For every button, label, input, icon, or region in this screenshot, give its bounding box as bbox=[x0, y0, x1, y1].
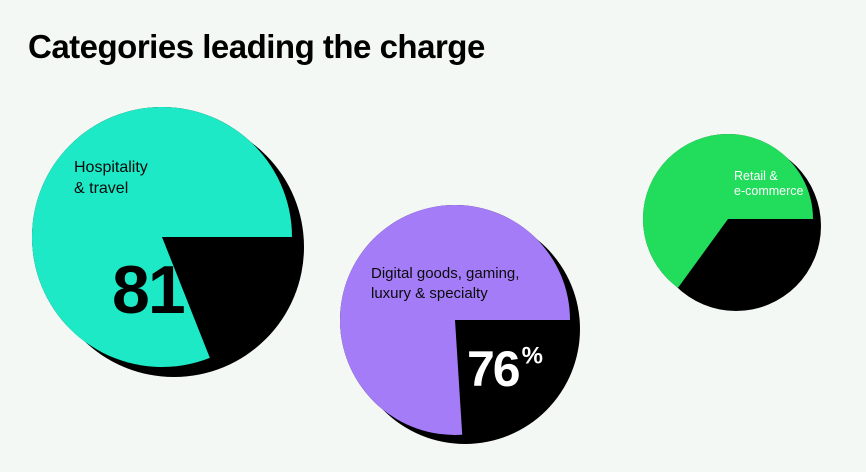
category-label-line: Hospitality bbox=[74, 159, 148, 176]
page-title: Categories leading the charge bbox=[28, 28, 485, 65]
value-percent-sign: % bbox=[187, 252, 217, 290]
category-label-line: luxury & specialty bbox=[371, 285, 488, 302]
pie-value-slice bbox=[643, 134, 813, 288]
pie-value-slice bbox=[32, 107, 292, 368]
value-number: 81 bbox=[112, 252, 184, 328]
pie-chart-1: Hospitality & travel 81% bbox=[32, 107, 304, 377]
value-percent-sign: % bbox=[742, 240, 758, 260]
category-label: Retail & e-commerce bbox=[734, 169, 804, 198]
value-label: 76% bbox=[467, 341, 543, 397]
value-label: 81% bbox=[112, 252, 217, 328]
category-label: Hospitality & travel bbox=[74, 159, 148, 197]
category-label: Digital goods, gaming, luxury & specialty bbox=[371, 265, 519, 302]
category-label-line: & travel bbox=[74, 180, 128, 197]
value-number: 65 bbox=[703, 239, 741, 280]
category-label-line: e-commerce bbox=[734, 184, 804, 198]
pie-chart-3: Retail & e-commerce 65% bbox=[643, 134, 821, 311]
category-label-line: Digital goods, gaming, bbox=[371, 265, 519, 282]
pie-chart-2: Digital goods, gaming, luxury & specialty… bbox=[340, 204, 580, 444]
category-label-line: Retail & bbox=[734, 169, 778, 183]
value-label: 65% bbox=[703, 239, 758, 280]
pie-value-slice bbox=[340, 204, 570, 435]
value-number: 76 bbox=[467, 341, 519, 397]
value-percent-sign: % bbox=[522, 343, 543, 370]
